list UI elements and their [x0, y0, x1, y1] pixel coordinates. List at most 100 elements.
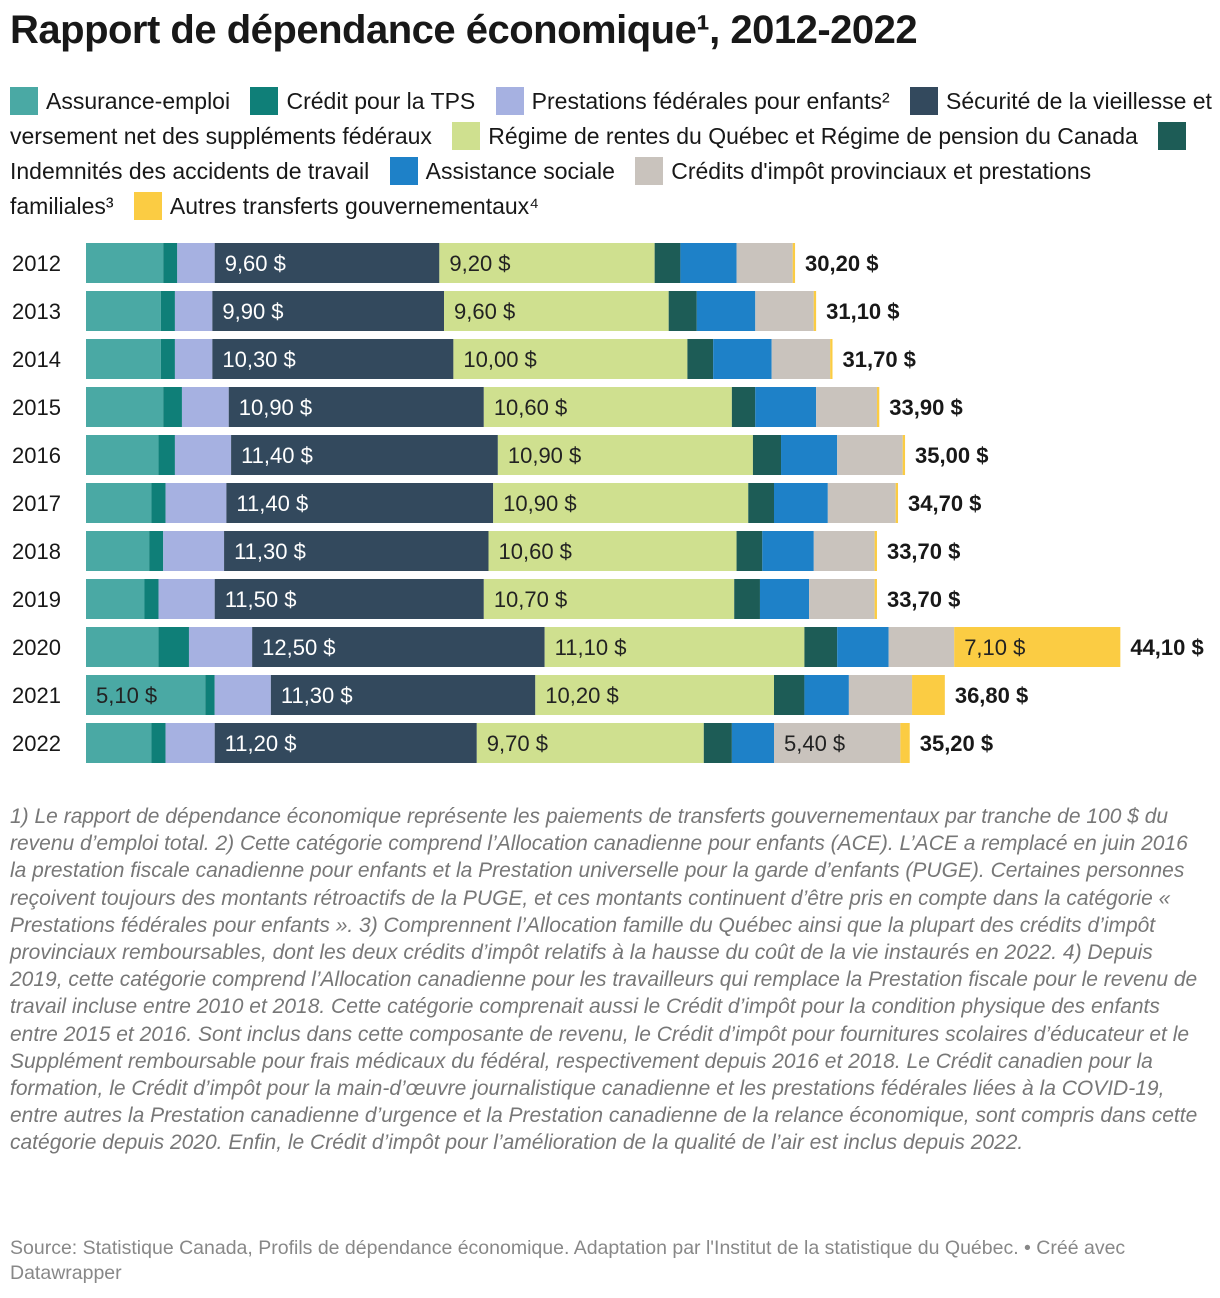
bar-segment — [212, 339, 454, 379]
legend-label: Assistance sociale — [425, 158, 615, 184]
bar-segment — [876, 387, 880, 427]
category-label: 2021 — [12, 683, 61, 708]
bar-row-2017: 2017 11,40 $ 10,90 $ 34,70 $ — [12, 483, 981, 523]
bar-segment — [163, 243, 178, 283]
bar-segment — [687, 339, 714, 379]
total-label: 30,20 $ — [805, 251, 878, 276]
bar-row-2021: 2021 5,10 $ 11,30 $ 10,20 $ 36,80 $ — [12, 675, 1028, 715]
bar-segment — [163, 531, 225, 571]
bar-segment — [228, 387, 484, 427]
bar-segment — [544, 627, 805, 667]
legend-swatch — [495, 87, 524, 115]
category-label: 2013 — [12, 299, 61, 324]
segment-value-label: 9,70 $ — [487, 731, 548, 756]
segment-value-label: 11,10 $ — [555, 635, 627, 660]
segment-value-label: 11,40 $ — [241, 443, 313, 468]
legend-swatch — [389, 157, 418, 185]
bar-segment — [762, 531, 814, 571]
total-label: 35,00 $ — [915, 443, 988, 468]
bar-segment — [954, 627, 1121, 667]
legend-swatch — [452, 122, 481, 150]
bar-row-2022: 2022 11,20 $ 9,70 $ 5,40 $ 35,20 $ — [12, 723, 993, 763]
bar-segment — [86, 339, 161, 379]
bar-segment — [214, 723, 477, 763]
bar-segment — [177, 243, 215, 283]
bar-segment — [483, 387, 732, 427]
category-label: 2020 — [12, 635, 61, 660]
bar-segment — [748, 483, 774, 523]
bar-segment — [181, 387, 229, 427]
bar-segment — [86, 243, 164, 283]
bar-segment — [439, 243, 655, 283]
bar-segment — [713, 339, 772, 379]
bar-segment — [759, 579, 810, 619]
bar-segment — [174, 435, 232, 475]
bar-segment — [827, 483, 896, 523]
category-label: 2019 — [12, 587, 61, 612]
bar-segment — [771, 339, 831, 379]
bar-segment — [736, 531, 763, 571]
total-label: 33,70 $ — [887, 587, 960, 612]
category-label: 2018 — [12, 539, 61, 564]
bar-row-2016: 2016 11,40 $ 10,90 $ 35,00 $ — [12, 435, 988, 475]
bar-segment — [483, 579, 735, 619]
segment-value-label: 11,30 $ — [281, 683, 353, 708]
bar-segment — [86, 579, 145, 619]
bar-segment — [252, 627, 545, 667]
segment-value-label: 10,90 $ — [239, 395, 312, 420]
bar-row-2013: 2013 9,90 $ 9,60 $ 31,10 $ — [12, 291, 900, 331]
category-label: 2016 — [12, 443, 61, 468]
bar-segment — [654, 243, 681, 283]
segment-value-label: 10,60 $ — [494, 395, 567, 420]
legend-item: Assistance sociale — [389, 157, 615, 185]
legend-swatch — [133, 192, 162, 220]
bar-segment — [149, 531, 164, 571]
segment-value-label: 11,40 $ — [236, 491, 308, 516]
chart-title: Rapport de dépendance économique¹, 2012-… — [10, 8, 918, 52]
total-label: 33,70 $ — [887, 539, 960, 564]
bar-segment — [734, 579, 760, 619]
segment-value-label: 10,20 $ — [545, 683, 618, 708]
bar-segment — [453, 339, 688, 379]
segment-value-label: 10,60 $ — [499, 539, 572, 564]
bar-segment — [813, 531, 875, 571]
bar-segment — [86, 483, 152, 523]
bar-segment — [224, 531, 489, 571]
legend-item: Autres transferts gouvernementaux⁴ — [133, 192, 539, 220]
segment-value-label: 9,60 $ — [454, 299, 515, 324]
bar-segment — [86, 531, 150, 571]
segment-value-label: 5,10 $ — [96, 683, 157, 708]
bar-segment — [86, 627, 159, 667]
legend-label: Crédit pour la TPS — [286, 88, 476, 114]
legend: Assurance-emploi Crédit pour la TPS Pres… — [10, 84, 1215, 224]
legend-swatch — [1158, 122, 1187, 150]
bar-row-2018: 2018 11,30 $ 10,60 $ 33,70 $ — [12, 531, 960, 571]
bar-segment — [837, 435, 903, 475]
bar-segment — [535, 675, 774, 715]
total-label: 33,90 $ — [889, 395, 962, 420]
bar-segment — [188, 627, 253, 667]
segment-value-label: 11,30 $ — [234, 539, 306, 564]
bar-segment — [902, 435, 906, 475]
legend-swatch — [635, 157, 664, 185]
legend-item: Indemnités des accidents de travail — [10, 122, 1194, 184]
bar-row-2012: 2012 9,60 $ 9,20 $ 30,20 $ — [12, 243, 878, 283]
segment-value-label: 10,70 $ — [494, 587, 567, 612]
bar-segment — [160, 339, 175, 379]
bar-segment — [668, 291, 697, 331]
bar-segment — [231, 435, 498, 475]
bar-segment — [781, 435, 838, 475]
bar-segment — [270, 675, 536, 715]
segment-value-label: 9,60 $ — [225, 251, 286, 276]
bar-segment — [497, 435, 753, 475]
bar-segment — [895, 483, 899, 523]
bar-segment — [837, 627, 889, 667]
bar-segment — [792, 243, 796, 283]
bar-segment — [774, 483, 828, 523]
category-label: 2022 — [12, 731, 61, 756]
bar-segment — [888, 627, 955, 667]
legend-item: Assurance-emploi — [10, 87, 230, 115]
category-label: 2014 — [12, 347, 61, 372]
bar-segment — [86, 387, 164, 427]
